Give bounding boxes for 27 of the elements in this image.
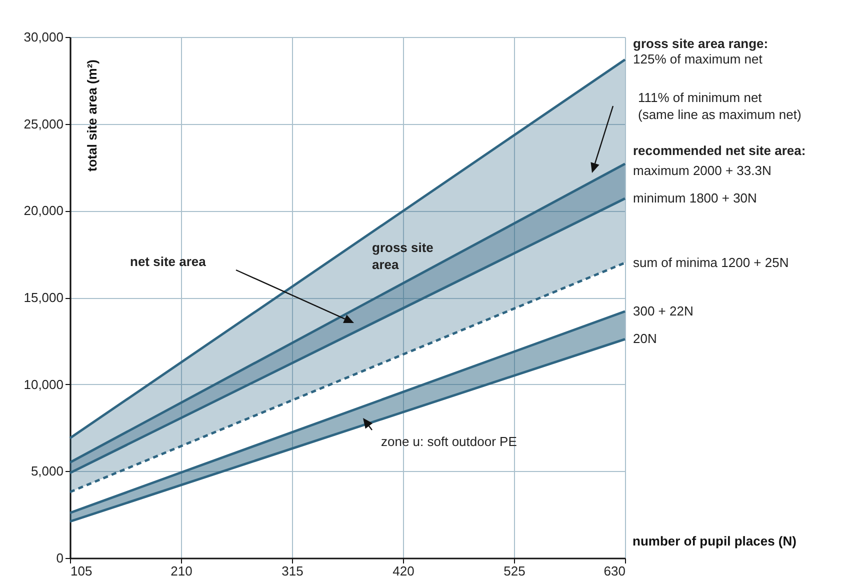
y-tick-label: 15,000: [24, 290, 64, 305]
series-label: minimum 1800 + 30N: [633, 190, 757, 206]
series-label: 20N: [633, 331, 657, 346]
series-label: maximum 2000 + 33.3N: [633, 162, 772, 178]
text: gross site area range:: [633, 36, 768, 51]
y-tick-label: 30,000: [24, 30, 64, 44]
annotation: gross site area: [372, 240, 434, 272]
y-tick-label: 25,000: [24, 116, 64, 132]
y-tick-label: 10,000: [24, 376, 64, 392]
annotation: zone u: soft outdoor PE: [381, 434, 518, 449]
y-axis-title: total site area (m²): [84, 60, 100, 172]
x-tick-label: 630: [604, 564, 626, 578]
x-tick-label: 105: [70, 564, 92, 578]
text: recommended net site area:: [633, 143, 806, 158]
x-tick-label: 210: [170, 564, 192, 578]
x-tick-label: 315: [282, 564, 304, 578]
series-label: sum of minima 1200 + 25N: [633, 254, 789, 270]
series-label: 300 + 22N: [633, 303, 694, 318]
text: 111% of minimum net (same line as maximum net): [638, 90, 802, 122]
series-label: 125% of maximum net: [633, 52, 763, 67]
y-tick-label: 20,000: [24, 203, 64, 218]
x-tick-label: 525: [504, 564, 526, 578]
x-axis-title: number of pupil places (N): [632, 534, 796, 548]
y-tick-label: 5,000: [30, 464, 64, 479]
annotation: net site area: [130, 254, 207, 269]
y-tick-label: 0: [56, 550, 64, 566]
x-tick-label: 420: [392, 564, 414, 578]
